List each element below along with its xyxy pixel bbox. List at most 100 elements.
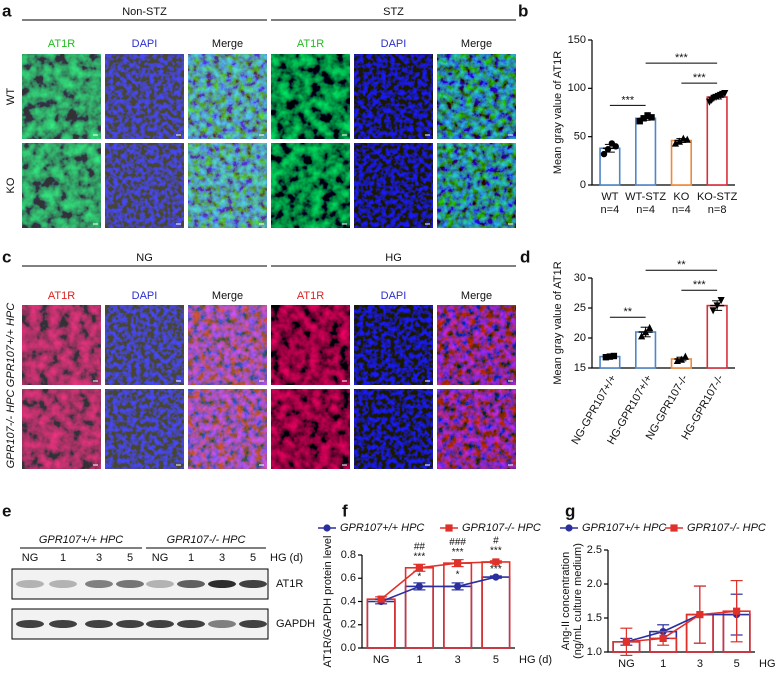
micrograph bbox=[354, 389, 433, 469]
sig-label: ** bbox=[623, 306, 632, 318]
micrograph bbox=[188, 389, 267, 469]
marker bbox=[492, 573, 500, 581]
marker bbox=[683, 135, 691, 143]
x-tick-sub: n=4 bbox=[636, 204, 655, 216]
y-tick-label: 1.0 bbox=[587, 646, 602, 658]
bar bbox=[706, 96, 728, 186]
annotation: *** bbox=[452, 547, 464, 558]
marker bbox=[713, 302, 721, 310]
marker bbox=[642, 328, 650, 336]
marker bbox=[445, 524, 453, 532]
band bbox=[208, 620, 236, 628]
marker bbox=[659, 634, 667, 643]
micrograph bbox=[22, 305, 101, 385]
bar bbox=[404, 585, 434, 649]
group-label: HG bbox=[385, 252, 402, 264]
band bbox=[177, 580, 205, 588]
x-tick-label: 3 bbox=[455, 654, 461, 666]
marker bbox=[717, 297, 725, 305]
y-tick-label: 150 bbox=[568, 34, 586, 46]
y-axis-label: Ang-II concentration bbox=[560, 552, 572, 650]
micrograph bbox=[354, 54, 433, 139]
marker bbox=[600, 150, 608, 158]
x-unit-label: HG (d) bbox=[759, 658, 777, 670]
row-label: GPR107+/+ HPC bbox=[5, 303, 17, 387]
panel-letter: d bbox=[520, 247, 530, 266]
band bbox=[177, 620, 205, 628]
column-label: DAPI bbox=[381, 38, 407, 50]
marker bbox=[696, 610, 704, 619]
y-tick-label: 50 bbox=[574, 131, 586, 143]
x-tick-label: 1 bbox=[416, 654, 422, 666]
y-tick-label: 2.5 bbox=[587, 544, 602, 556]
series-line bbox=[626, 610, 737, 643]
micrograph bbox=[354, 143, 433, 228]
lane-unit: HG (d) bbox=[270, 552, 303, 564]
column-label: AT1R bbox=[297, 38, 324, 50]
column-label: Merge bbox=[461, 290, 492, 302]
panel-letter: b bbox=[518, 1, 528, 20]
lane-label: 3 bbox=[96, 552, 102, 564]
row-label: KO bbox=[5, 177, 17, 193]
x-tick-label: KO bbox=[673, 191, 689, 203]
panel-letter: g bbox=[565, 501, 575, 520]
bar bbox=[634, 117, 657, 186]
x-tick-label: 5 bbox=[734, 658, 740, 670]
marker bbox=[709, 307, 717, 315]
x-tick-label: WT-STZ bbox=[625, 191, 666, 203]
annotation: * bbox=[456, 569, 460, 580]
annotation: *** bbox=[490, 564, 502, 575]
micrograph bbox=[105, 143, 184, 228]
column-label: DAPI bbox=[132, 38, 158, 50]
panel-letter: e bbox=[2, 501, 11, 520]
y-tick-label: 0 bbox=[580, 179, 586, 191]
x-unit-label: HG (d) bbox=[519, 654, 552, 666]
band bbox=[49, 620, 77, 628]
y-tick-label: 25 bbox=[574, 302, 586, 314]
marker bbox=[670, 524, 678, 532]
annotation: *** bbox=[414, 551, 426, 562]
y-tick-label: 100 bbox=[568, 82, 586, 94]
column-label: AT1R bbox=[297, 290, 324, 302]
marker bbox=[612, 143, 619, 150]
row-label: WT bbox=[5, 88, 17, 105]
band bbox=[146, 620, 174, 628]
y-axis-label: AT1R/GAPDH protein level bbox=[322, 536, 334, 668]
legend-label: GPR107-/- HPC bbox=[462, 522, 541, 534]
y-tick-label: 20 bbox=[574, 332, 586, 344]
micrograph bbox=[188, 305, 267, 385]
micrograph bbox=[271, 54, 350, 139]
x-tick-label: WT bbox=[601, 191, 618, 203]
annotation: ### bbox=[449, 537, 466, 548]
band bbox=[85, 580, 113, 588]
x-tick-label: KO-STZ bbox=[697, 191, 738, 203]
marker bbox=[721, 89, 729, 98]
y-tick-label: 0.8 bbox=[341, 549, 356, 561]
y-tick-label: 1.5 bbox=[587, 612, 602, 624]
x-tick-sub: n=4 bbox=[672, 204, 691, 216]
marker bbox=[679, 134, 687, 142]
marker bbox=[415, 582, 423, 590]
micrograph bbox=[22, 389, 101, 469]
sig-label: *** bbox=[693, 72, 707, 84]
micrograph bbox=[437, 143, 516, 228]
band bbox=[49, 580, 77, 588]
x-tick-label: 3 bbox=[697, 658, 703, 670]
y-axis-label: Mean gray value of AT1R bbox=[552, 261, 564, 384]
legend-label: GPR107+/+ HPC bbox=[340, 522, 424, 534]
bar bbox=[670, 139, 693, 186]
band bbox=[16, 620, 44, 628]
sig-label: *** bbox=[675, 52, 689, 64]
x-tick-label: 5 bbox=[493, 654, 499, 666]
micrograph bbox=[437, 305, 516, 385]
sig-label: ** bbox=[677, 259, 686, 271]
bar bbox=[706, 304, 728, 369]
lane-label: 5 bbox=[250, 552, 256, 564]
x-tick-label: NG bbox=[373, 654, 390, 666]
bar bbox=[366, 598, 396, 649]
micrograph bbox=[271, 389, 350, 469]
series-line bbox=[380, 576, 497, 603]
marker bbox=[648, 114, 655, 121]
legend-label: GPR107+/+ HPC bbox=[582, 522, 666, 534]
